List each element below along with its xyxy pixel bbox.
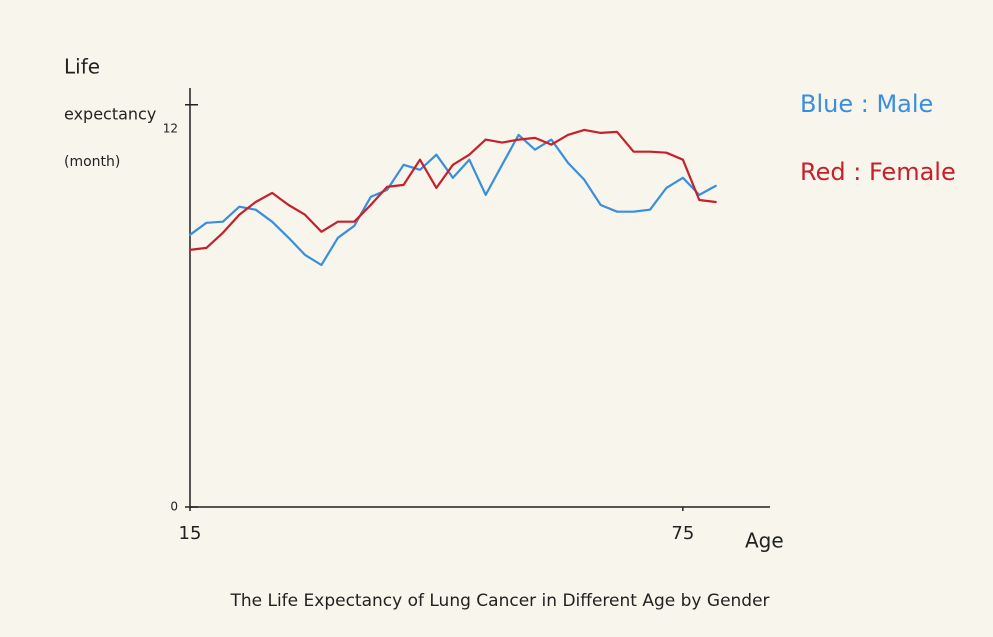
chart-title: The Life Expectancy of Lung Cancer in Di… — [229, 591, 769, 611]
x-tick-label: 15 — [179, 523, 202, 544]
y-tick-label: 0 — [170, 500, 178, 514]
y-axis-label: (month) — [64, 154, 120, 170]
data-line — [188, 133, 717, 267]
x-tick-label: 75 — [671, 523, 694, 544]
y-axis-label: Life — [64, 55, 100, 79]
legend-entry: Red : Female — [800, 158, 956, 186]
y-tick-label: 12 — [163, 121, 178, 135]
data-line — [188, 128, 717, 251]
y-axis-label: expectancy — [64, 105, 156, 124]
x-axis-label: Age — [745, 529, 784, 553]
legend-entry: Blue : Male — [800, 90, 933, 118]
